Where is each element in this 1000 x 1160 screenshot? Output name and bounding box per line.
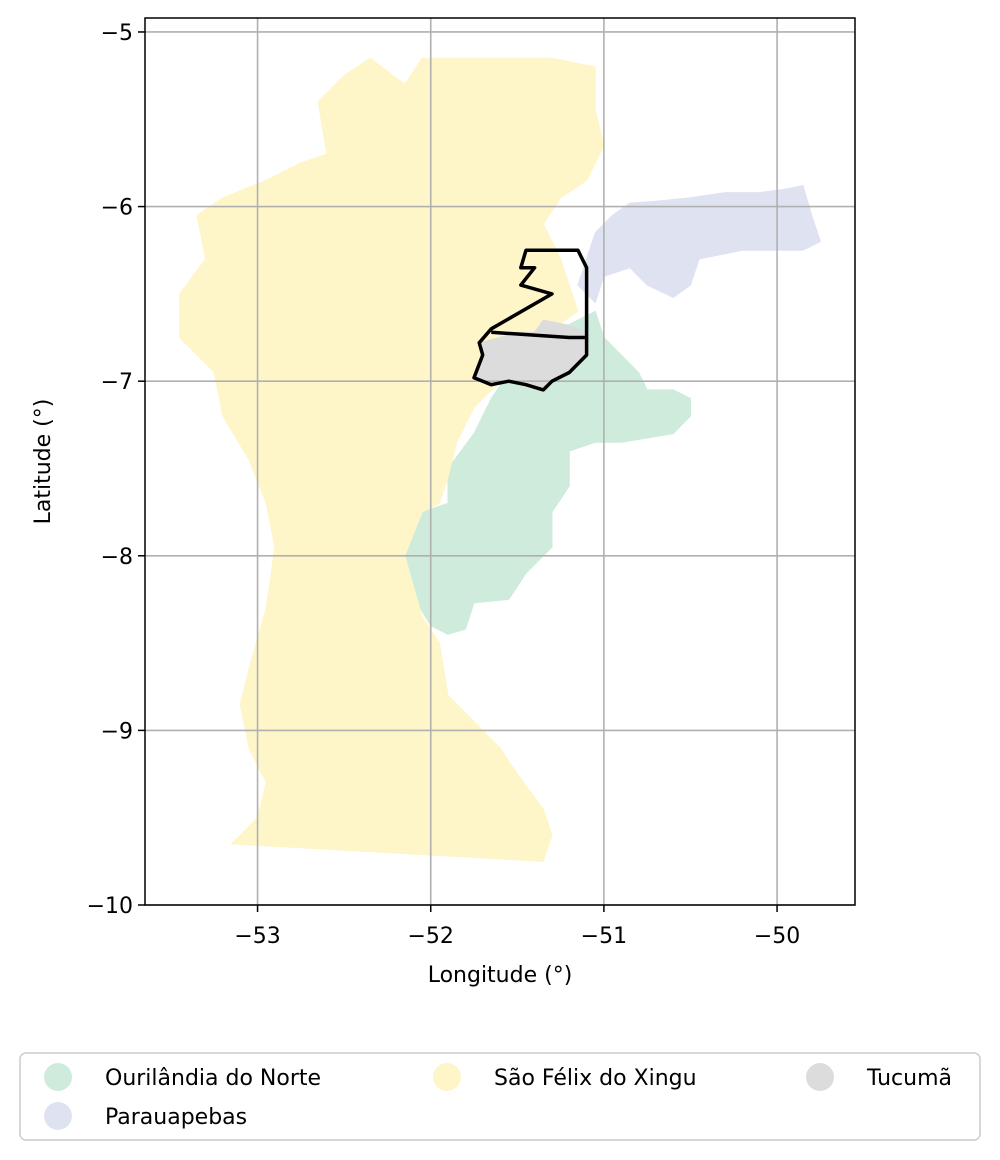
x-tick-label: −53	[234, 924, 280, 949]
plot-frame	[144, 17, 856, 906]
y-tick-label: −6	[101, 196, 133, 221]
y-axis-label: Latitude (°)	[31, 399, 56, 525]
legend-items: Ourilândia do Norte São Félix do Xingu Tuc…	[44, 1063, 952, 1130]
legend-label-sao-felix-do-xingu: São Félix do Xingu	[494, 1066, 697, 1091]
legend-marker-sao-felix-do-xingu	[433, 1063, 461, 1091]
region-layer	[179, 57, 822, 862]
outline-divider	[491, 330, 587, 340]
y-tick-label: −5	[101, 21, 133, 46]
y-tick-label: −9	[101, 719, 133, 744]
outline-layer	[472, 248, 589, 392]
tick-layer: −53 −52 −51 −50 −5 −6 −7 −8 −9 −10	[87, 21, 801, 949]
y-tick-label: −10	[87, 894, 133, 919]
y-tick-label: −8	[101, 545, 133, 570]
x-tick-label: −50	[754, 924, 800, 949]
legend-frame	[19, 1052, 981, 1141]
legend-marker-parauapebas	[44, 1102, 72, 1130]
x-axis-label: Longitude (°)	[428, 963, 573, 988]
region-parauapebas	[577, 185, 822, 304]
legend-label-ourilandia-do-norte: Ourilândia do Norte	[105, 1066, 321, 1091]
legend-label-parauapebas: Parauapebas	[105, 1105, 247, 1130]
legend: Ourilândia do Norte São Félix do Xingu Tuc…	[19, 1052, 981, 1141]
legend-marker-tucuma	[806, 1063, 834, 1091]
y-tick-label: −7	[101, 370, 133, 395]
legend-label-tucuma: Tucumã	[866, 1066, 952, 1091]
x-tick-label: −51	[581, 924, 627, 949]
outline-tucuma	[472, 248, 589, 392]
x-tick-label: −52	[408, 924, 454, 949]
legend-marker-ourilandia-do-norte	[44, 1063, 72, 1091]
